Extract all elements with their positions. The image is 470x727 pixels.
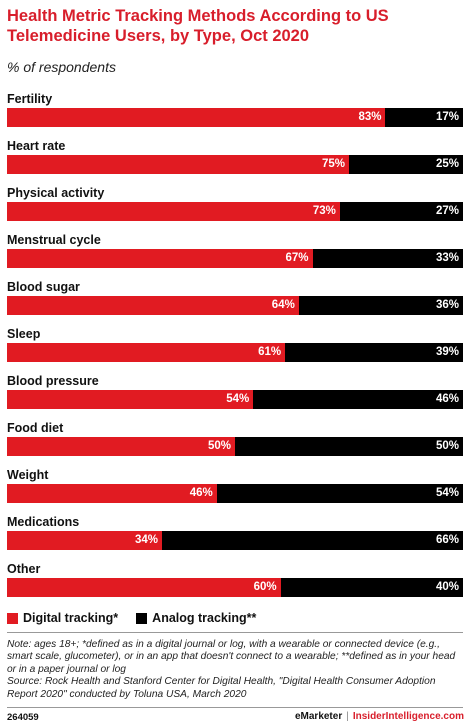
data-label: 75%	[321, 158, 345, 170]
brand-name: eMarketer	[294, 711, 343, 722]
bar-analog: 27%	[339, 202, 463, 221]
bar-digital: 75%	[7, 155, 349, 174]
bar-analog: 46%	[253, 390, 463, 409]
legend-item: Digital tracking*	[7, 611, 118, 625]
category-label: Sleep	[7, 327, 41, 341]
brand-separator: |	[346, 711, 349, 722]
bar-analog: 40%	[280, 578, 463, 597]
data-label: 67%	[285, 252, 309, 264]
legend-label: Digital tracking*	[23, 611, 119, 625]
data-label: 46%	[435, 393, 459, 405]
bar-digital: 61%	[7, 343, 286, 362]
chart-id: 264059	[7, 712, 39, 723]
data-label: 64%	[271, 299, 295, 311]
footer-divider	[7, 707, 463, 708]
chart-title: Health Metric Tracking Methods According…	[7, 7, 389, 45]
category-label: Fertility	[7, 92, 53, 106]
data-label: 50%	[435, 440, 459, 452]
category-label: Heart rate	[7, 139, 66, 153]
data-label: 83%	[358, 111, 382, 123]
bar-analog: 25%	[349, 155, 463, 174]
legend-divider	[7, 632, 463, 633]
bar-digital: 46%	[7, 484, 217, 503]
bar-analog: 66%	[162, 531, 463, 550]
legend-item: Analog tracking**	[136, 611, 256, 625]
bar-analog: 17%	[385, 108, 463, 127]
bar-digital: 83%	[7, 108, 386, 127]
category-label: Blood pressure	[7, 374, 99, 388]
bar-digital: 34%	[7, 531, 163, 550]
category-label: Weight	[7, 468, 49, 482]
category-label: Blood sugar	[7, 280, 80, 294]
bar-analog: 54%	[216, 484, 463, 503]
data-label: 27%	[435, 205, 459, 217]
bar-digital: 54%	[7, 390, 254, 409]
data-label: 39%	[435, 346, 459, 358]
bar-analog: 50%	[235, 437, 463, 456]
data-label: 46%	[189, 487, 213, 499]
legend-label: Analog tracking**	[152, 611, 257, 625]
bar-digital: 50%	[7, 437, 235, 456]
data-label: 61%	[258, 346, 282, 358]
bar-row: 83% 17%	[7, 108, 463, 127]
site-link[interactable]: InsiderIntelligence.com	[352, 711, 464, 722]
data-label: 66%	[435, 534, 459, 546]
category-label: Food diet	[7, 421, 64, 435]
data-label: 60%	[253, 581, 277, 593]
legend-swatch	[7, 612, 18, 624]
data-label: 34%	[135, 534, 159, 546]
category-label: Medications	[7, 515, 80, 529]
note-text: Note: ages 18+; *defined as in a digital…	[7, 639, 456, 675]
category-label: Physical activity	[7, 186, 105, 200]
bar-analog: 33%	[312, 249, 463, 268]
data-label: 17%	[435, 111, 459, 123]
legend-swatch	[136, 612, 148, 624]
bar-row: 46% 54%	[7, 484, 463, 503]
bar-row: 50% 50%	[7, 437, 463, 456]
data-label: 36%	[435, 299, 459, 311]
bar-analog: 36%	[298, 296, 463, 315]
category-label: Menstrual cycle	[7, 233, 101, 247]
bar-row: 67% 33%	[7, 249, 463, 268]
data-label: 40%	[435, 581, 459, 593]
bar-row: 61% 39%	[7, 343, 463, 362]
data-label: 73%	[312, 205, 336, 217]
bar-digital: 73%	[7, 202, 340, 221]
bar-row: 34% 66%	[7, 531, 463, 550]
source-text: Source: Rock Health and Stanford Center …	[7, 676, 436, 700]
category-label: Other	[7, 562, 41, 576]
bar-row: 60% 40%	[7, 578, 463, 597]
footnote: Note: ages 18+; *defined as in a digital…	[7, 639, 465, 701]
data-label: 54%	[226, 393, 250, 405]
legend: Digital tracking* Analog tracking**	[7, 611, 274, 625]
data-label: 50%	[207, 440, 231, 452]
bar-row: 75% 25%	[7, 155, 463, 174]
data-label: 54%	[435, 487, 459, 499]
data-label: 25%	[435, 158, 459, 170]
bar-row: 73% 27%	[7, 202, 463, 221]
bar-digital: 60%	[7, 578, 281, 597]
bar-analog: 39%	[285, 343, 463, 362]
footer-brand: eMarketer | InsiderIntelligence.com	[295, 711, 464, 722]
data-label: 33%	[435, 252, 459, 264]
bar-row: 64% 36%	[7, 296, 463, 315]
bar-digital: 67%	[7, 249, 313, 268]
bar-row: 54% 46%	[7, 390, 463, 409]
bar-digital: 64%	[7, 296, 299, 315]
chart-subtitle: % of respondents	[7, 59, 116, 75]
